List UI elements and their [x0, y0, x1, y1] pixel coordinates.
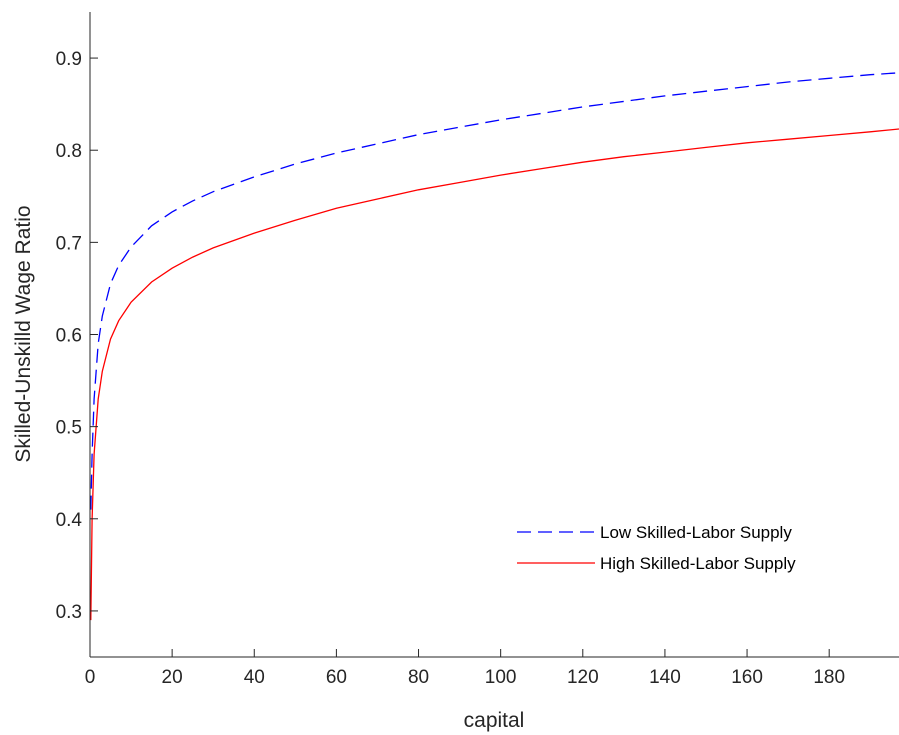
x-tick-label: 100: [485, 667, 517, 688]
y-axis-title: Skilled-Unskilld Wage Ratio: [12, 205, 35, 462]
y-tick-label: 0.5: [56, 418, 82, 439]
x-tick-label: 160: [731, 667, 763, 688]
ticks: 0 20 40 60 80 100 120 140 160 180 0.3 0.4 0.5 0.6 0.7 0…: [56, 49, 845, 688]
series-line-1: [90, 128, 899, 621]
y-tick-label: 0.6: [56, 326, 82, 347]
legend-label-high-supply: High Skilled-Labor Supply: [600, 554, 796, 573]
y-tick-label: 0.9: [56, 49, 82, 70]
y-tick-label: 0.8: [56, 141, 82, 162]
plot-lines: [90, 72, 899, 621]
x-tick-label: 120: [567, 667, 599, 688]
y-tick-label: 0.7: [56, 233, 82, 254]
legend: Low Skilled-Labor Supply High Skilled-La…: [517, 523, 796, 573]
x-tick-label: 40: [244, 667, 265, 688]
series-line-0: [90, 72, 899, 510]
legend-label-low-supply: Low Skilled-Labor Supply: [600, 523, 792, 542]
y-tick-label: 0.3: [56, 602, 82, 623]
x-tick-label: 60: [326, 667, 347, 688]
x-tick-label: 180: [813, 667, 845, 688]
x-tick-label: 80: [408, 667, 429, 688]
x-tick-label: 140: [649, 667, 681, 688]
y-tick-label: 0.4: [56, 510, 83, 531]
x-tick-label: 0: [85, 667, 96, 688]
x-tick-label: 20: [162, 667, 183, 688]
x-axis-title: capital: [464, 709, 525, 732]
